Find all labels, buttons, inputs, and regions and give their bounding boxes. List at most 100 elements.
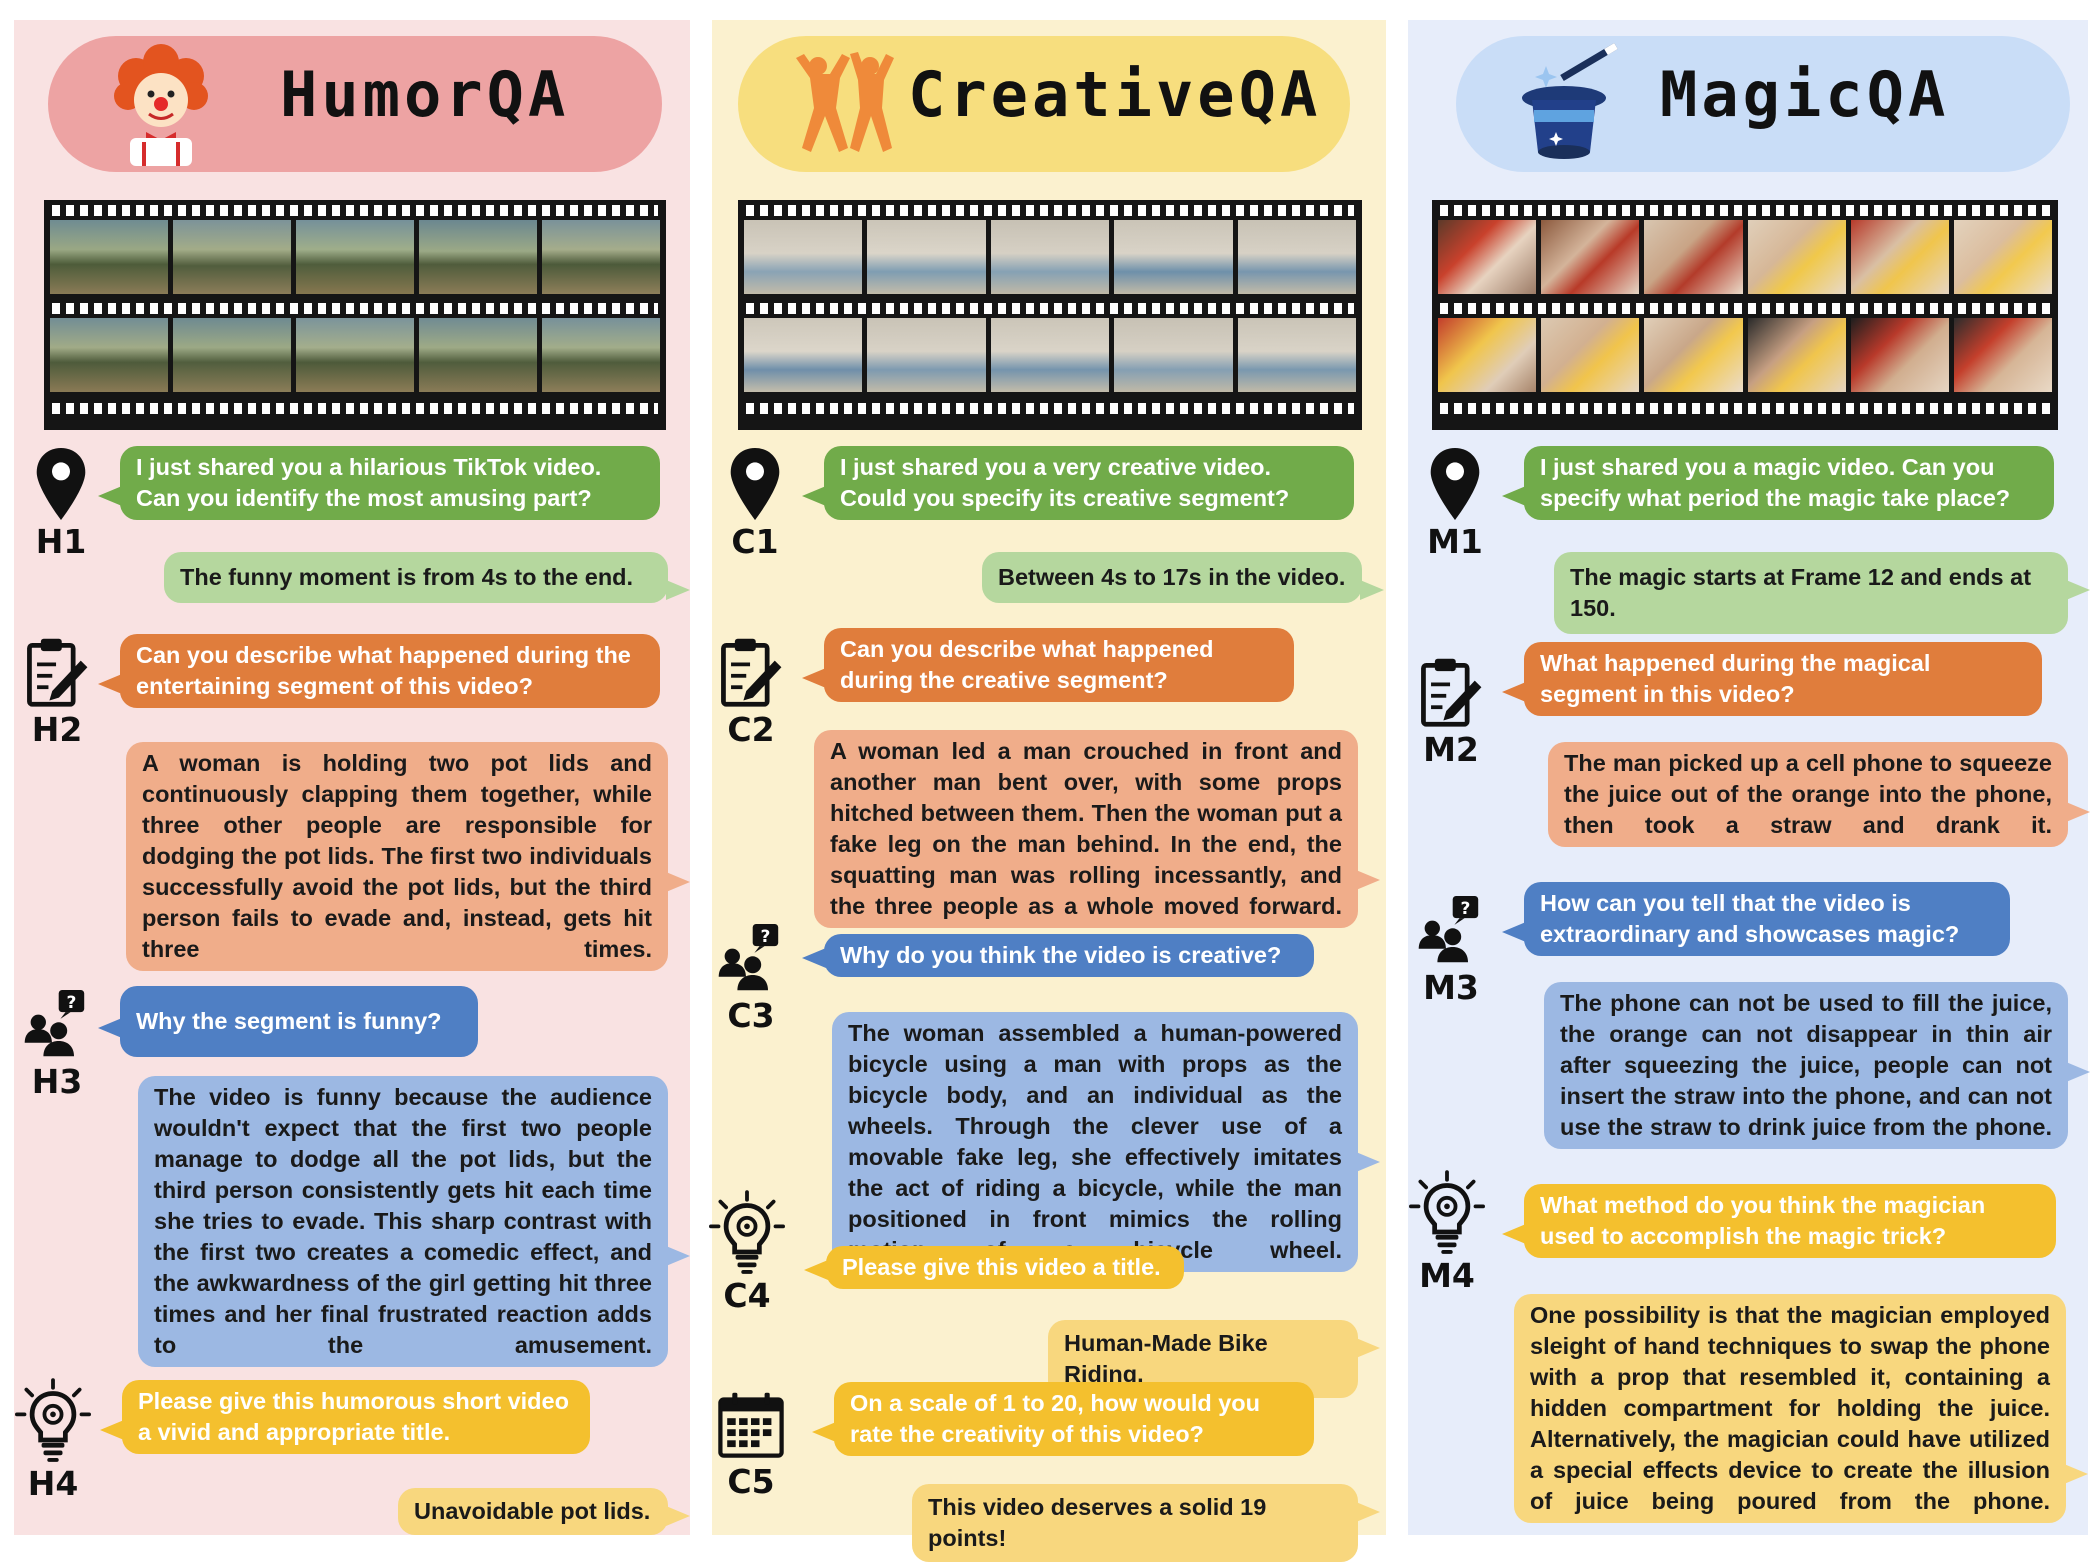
answer-text: The phone can not be used to fill the ju… <box>1560 990 2052 1140</box>
humorqa-header: HumorQA <box>48 36 662 172</box>
answer-text: One possibility is that the magician emp… <box>1530 1302 2050 1514</box>
location-pin-icon <box>728 446 782 522</box>
step-m4: M4 <box>1412 1170 1482 1294</box>
creativeqa-panel: CreativeQA C1 I just shared you a very c… <box>712 20 1386 1562</box>
step-label: M4 <box>1419 1256 1475 1295</box>
answer-text: A woman is holding two pot lids and cont… <box>142 750 652 962</box>
answer-text: The man picked up a cell phone to squeez… <box>1564 750 2052 838</box>
question-bubble: What method do you think the magician us… <box>1502 1184 2056 1258</box>
step-c2: C2 <box>716 634 786 748</box>
dancers-icon <box>790 52 902 168</box>
answer-bubble: Between 4s to 17s in the video. <box>982 552 1384 603</box>
answer-text: The magic starts at Frame 12 and ends at… <box>1570 564 2032 621</box>
magic-hat-icon <box>1512 38 1632 172</box>
question-text: Please give this video a title. <box>842 1254 1161 1280</box>
answer-text: Between 4s to 17s in the video. <box>998 564 1346 590</box>
calendar-icon <box>717 1388 785 1462</box>
question-bubble: Why do you think the video is creative? <box>802 934 1314 977</box>
question-bubble: Please give this humorous short video a … <box>100 1380 590 1454</box>
step-m2: M2 <box>1416 654 1486 768</box>
humorqa-panel: HumorQA H1 I just shared you a hilarious… <box>14 20 690 1535</box>
question-text: What happened during the magical segment… <box>1540 650 1931 707</box>
step-label: H2 <box>31 710 83 749</box>
question-bubble: On a scale of 1 to 20, how would you rat… <box>812 1382 1314 1456</box>
answer-text: The woman assembled a human-powered bicy… <box>848 1020 1342 1263</box>
people-question-icon <box>717 920 785 996</box>
step-label: C4 <box>723 1276 771 1315</box>
step-label: H1 <box>35 522 87 561</box>
step-h2: H2 <box>22 634 92 748</box>
question-text: What method do you think the magician us… <box>1540 1192 1986 1249</box>
answer-bubble: The funny moment is from 4s to the end. <box>164 552 690 603</box>
creativeqa-header: CreativeQA <box>738 36 1350 172</box>
step-c1: C1 <box>720 446 790 560</box>
step-c3: C3 <box>716 920 786 1034</box>
clipboard-edit-icon <box>717 634 785 710</box>
answer-bubble: The man picked up a cell phone to squeez… <box>1548 742 2090 847</box>
answer-bubble: One possibility is that the magician emp… <box>1514 1294 2088 1523</box>
answer-bubble: This video deserves a solid 19 points! <box>912 1484 1380 1562</box>
lightbulb-gear-icon <box>1409 1170 1485 1256</box>
answer-bubble: The woman assembled a human-powered bicy… <box>832 1012 1380 1272</box>
question-bubble: I just shared you a magic video. Can you… <box>1502 446 2054 520</box>
answer-text: The video is funny because the audience … <box>154 1084 652 1358</box>
lightbulb-gear-icon <box>709 1190 785 1276</box>
lightbulb-gear-icon <box>15 1378 91 1464</box>
question-text: On a scale of 1 to 20, how would you rat… <box>850 1390 1261 1447</box>
answer-bubble: The magic starts at Frame 12 and ends at… <box>1554 552 2090 634</box>
step-h3: H3 <box>22 986 92 1100</box>
panel-title: HumorQA <box>280 58 570 131</box>
people-question-icon <box>1417 892 1485 968</box>
question-bubble: Can you describe what happened during th… <box>802 628 1294 702</box>
step-h4: H4 <box>18 1378 88 1502</box>
answer-text: Human-Made Bike Riding. <box>1064 1330 1268 1387</box>
video-filmstrip <box>1432 200 2058 430</box>
question-text: How can you tell that the video is extra… <box>1540 890 1960 947</box>
step-label: M1 <box>1427 522 1483 561</box>
video-filmstrip <box>738 200 1362 430</box>
video-filmstrip <box>44 200 666 430</box>
clipboard-edit-icon <box>1417 654 1485 730</box>
step-c4: C4 <box>712 1190 782 1314</box>
step-label: C5 <box>727 1462 775 1501</box>
answer-bubble: A woman is holding two pot lids and cont… <box>126 742 690 971</box>
question-bubble: What happened during the magical segment… <box>1502 642 2042 716</box>
question-bubble: Why the segment is funny? <box>98 986 478 1057</box>
step-m1: M1 <box>1420 446 1490 560</box>
clown-icon <box>106 42 216 170</box>
clipboard-edit-icon <box>23 634 91 710</box>
question-text: I just shared you a magic video. Can you… <box>1540 454 2011 511</box>
step-label: C2 <box>727 710 775 749</box>
answer-bubble: The video is funny because the audience … <box>138 1076 690 1367</box>
question-bubble: I just shared you a very creative video.… <box>802 446 1354 520</box>
answer-bubble: Unavoidable pot lids. <box>398 1488 690 1535</box>
panel-title: MagicQA <box>1660 58 1950 131</box>
answer-text: This video deserves a solid 19 points! <box>928 1494 1267 1551</box>
panel-title: CreativeQA <box>908 58 1322 131</box>
step-m3: M3 <box>1416 892 1486 1006</box>
magicqa-header: MagicQA <box>1456 36 2070 172</box>
step-label: H4 <box>27 1464 79 1503</box>
question-text: Please give this humorous short video a … <box>138 1388 569 1445</box>
people-question-icon <box>23 986 91 1062</box>
question-text: I just shared you a very creative video.… <box>840 454 1290 511</box>
answer-bubble: The phone can not be used to fill the ju… <box>1544 982 2090 1149</box>
answer-bubble: A woman led a man crouched in front and … <box>814 730 1380 928</box>
step-label: M2 <box>1423 730 1479 769</box>
answer-text: A woman led a man crouched in front and … <box>830 738 1342 919</box>
step-label: C3 <box>727 996 775 1035</box>
question-text: Can you describe what happened during th… <box>840 636 1214 693</box>
step-label: C1 <box>731 522 779 561</box>
question-text: Why do you think the video is creative? <box>840 942 1282 968</box>
step-label: H3 <box>31 1062 83 1101</box>
magicqa-panel: MagicQA M1 I just shared you a magic vid <box>1408 20 2090 1535</box>
question-bubble: How can you tell that the video is extra… <box>1502 882 2010 956</box>
question-bubble: Can you describe what happened during th… <box>98 634 660 708</box>
step-c5: C5 <box>716 1388 786 1500</box>
question-bubble: I just shared you a hilarious TikTok vid… <box>98 446 660 520</box>
step-h1: H1 <box>26 446 96 560</box>
step-label: M3 <box>1423 968 1479 1007</box>
question-text: I just shared you a hilarious TikTok vid… <box>136 454 602 511</box>
location-pin-icon <box>1428 446 1482 522</box>
answer-text: Unavoidable pot lids. <box>414 1498 651 1524</box>
